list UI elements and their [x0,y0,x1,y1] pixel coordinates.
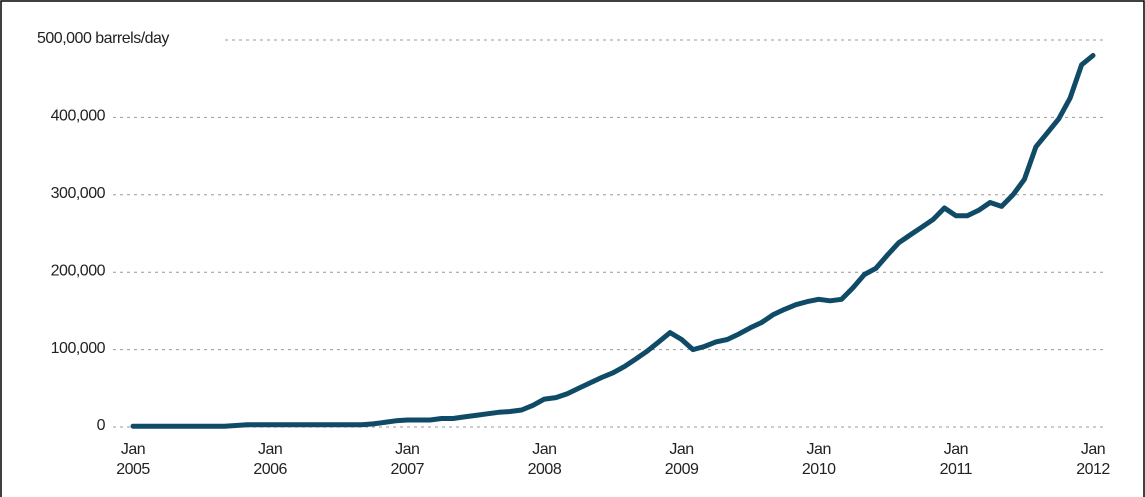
y-tick-label: 0 [97,417,106,434]
x-tick-label: Jan 2008 [527,441,562,478]
x-tick-label: Jan 2007 [390,441,425,478]
y-tick-label: 400,000 [51,108,106,125]
x-tick-label: Jan 2010 [801,441,836,478]
y-tick-label: 500,000 barrels/day [37,30,169,47]
x-tick-label: Jan 2011 [939,441,973,478]
x-tick-label: Jan 2012 [1076,441,1110,478]
x-tick-label: Jan 2005 [116,441,150,478]
y-tick-label: 100,000 [51,340,106,357]
x-tick-label: Jan 2006 [253,441,287,478]
y-tick-label: 300,000 [51,185,106,202]
y-tick-label: 200,000 [51,262,106,279]
data-line [130,53,1096,429]
x-tick-label: Jan 2009 [664,441,699,478]
